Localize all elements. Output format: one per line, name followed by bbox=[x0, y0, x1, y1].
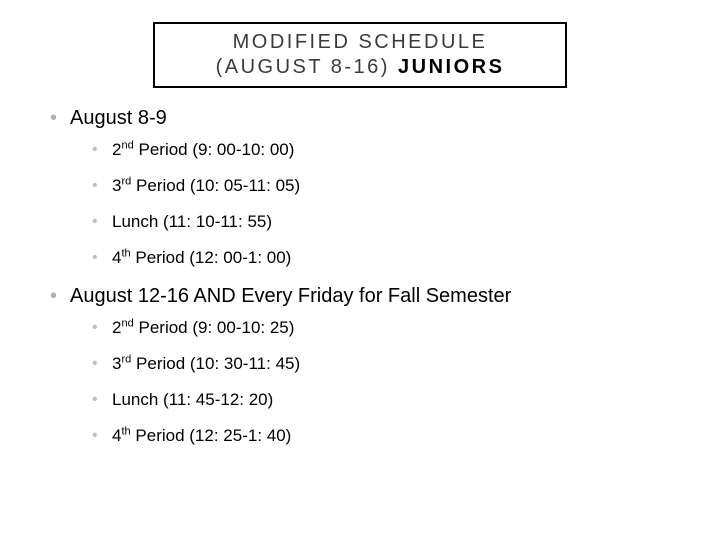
title-box: MODIFIED SCHEDULE (AUGUST 8-16) JUNIORS bbox=[153, 22, 567, 88]
list-item: Lunch (11: 10-11: 55) bbox=[92, 212, 676, 232]
item-label: Period (12: 00-1: 00) bbox=[131, 248, 292, 267]
list-item: Lunch (11: 45-12: 20) bbox=[92, 390, 676, 410]
section-1-items: 2nd Period (9: 00-10: 00) 3rd Period (10… bbox=[70, 140, 676, 268]
item-label: Period (10: 05-11: 05) bbox=[131, 176, 300, 195]
list-item: 2nd Period (9: 00-10: 25) bbox=[92, 318, 676, 338]
title-line-2-strong: JUNIORS bbox=[398, 56, 504, 78]
ordinal-suffix: nd bbox=[121, 317, 133, 329]
list-item: 3rd Period (10: 30-11: 45) bbox=[92, 354, 676, 374]
item-label: Lunch (11: 45-12: 20) bbox=[112, 390, 273, 409]
list-item: 4th Period (12: 25-1: 40) bbox=[92, 426, 676, 446]
ordinal-suffix: th bbox=[121, 425, 130, 437]
ordinal-suffix: th bbox=[121, 247, 130, 259]
section-2: August 12-16 AND Every Friday for Fall S… bbox=[44, 284, 676, 446]
ordinal-suffix: rd bbox=[121, 175, 131, 187]
slide: MODIFIED SCHEDULE (AUGUST 8-16) JUNIORS … bbox=[0, 0, 720, 540]
section-2-heading: August 12-16 AND Every Friday for Fall S… bbox=[70, 285, 511, 307]
item-label: Period (12: 25-1: 40) bbox=[131, 426, 292, 445]
list-item: 3rd Period (10: 05-11: 05) bbox=[92, 176, 676, 196]
item-label: Period (9: 00-10: 25) bbox=[134, 318, 295, 337]
item-label: Period (10: 30-11: 45) bbox=[131, 354, 300, 373]
section-2-items: 2nd Period (9: 00-10: 25) 3rd Period (10… bbox=[70, 318, 676, 446]
section-1: August 8-9 2nd Period (9: 00-10: 00) 3rd… bbox=[44, 106, 676, 268]
ordinal-suffix: rd bbox=[121, 353, 131, 365]
list-item: 4th Period (12: 00-1: 00) bbox=[92, 248, 676, 268]
section-1-heading: August 8-9 bbox=[70, 107, 167, 129]
item-label: Lunch (11: 10-11: 55) bbox=[112, 212, 272, 231]
schedule-list: August 8-9 2nd Period (9: 00-10: 00) 3rd… bbox=[44, 106, 676, 446]
item-label: Period (9: 00-10: 00) bbox=[134, 140, 295, 159]
title-line-1: MODIFIED SCHEDULE bbox=[165, 30, 555, 55]
list-item: 2nd Period (9: 00-10: 00) bbox=[92, 140, 676, 160]
title-line-2: (AUGUST 8-16) JUNIORS bbox=[165, 55, 555, 80]
ordinal-suffix: nd bbox=[121, 139, 133, 151]
title-line-2-plain: (AUGUST 8-16) bbox=[216, 56, 398, 78]
